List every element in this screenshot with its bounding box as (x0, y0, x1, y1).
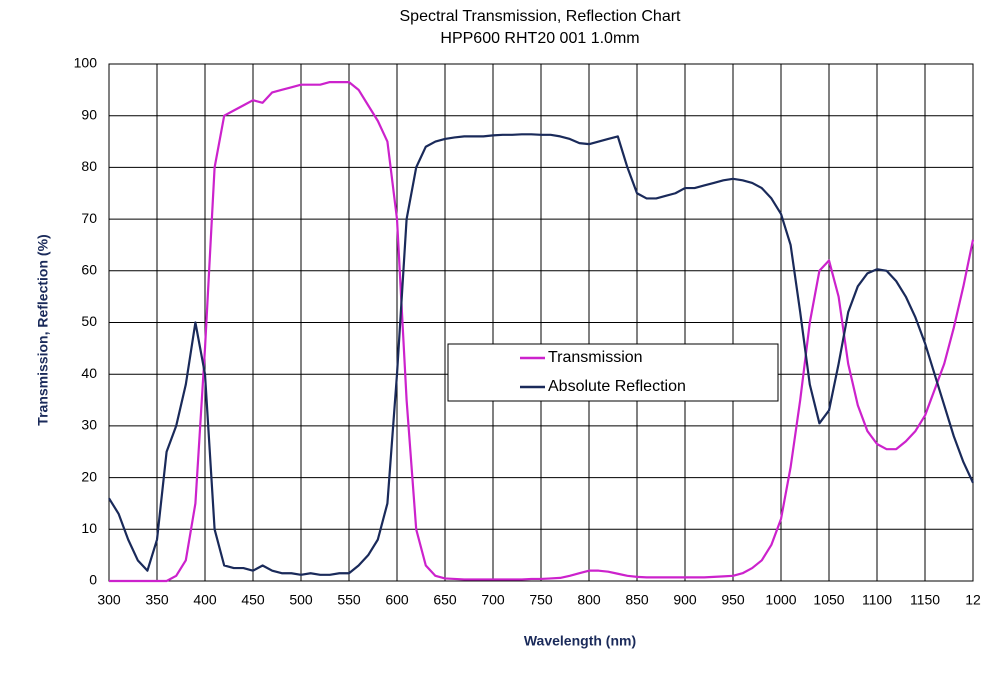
y-tick-label: 10 (81, 520, 97, 536)
y-tick-label: 30 (81, 417, 97, 433)
x-tick-label: 650 (433, 592, 457, 608)
x-tick-label: 750 (529, 592, 553, 608)
x-tick-label: 550 (337, 592, 361, 608)
x-tick-label: 1050 (813, 592, 844, 608)
x-tick-label: 400 (193, 592, 217, 608)
plot-border (108, 63, 974, 582)
y-tick-label: 50 (81, 313, 97, 329)
y-tick-label: 100 (74, 55, 98, 71)
y-tick-label: 70 (81, 210, 97, 226)
x-tick-label: 450 (241, 592, 265, 608)
y-tick-label: 40 (81, 365, 97, 381)
x-axis-label: Wavelength (nm) (524, 633, 636, 649)
chart-subtitle: HPP600 RHT20 001 1.0mm (440, 30, 639, 47)
series-line (109, 80, 975, 583)
chart-title: Spectral Transmission, Reflection Chart (400, 8, 682, 25)
x-tick-label: 850 (625, 592, 649, 608)
y-tick-label: 60 (81, 262, 97, 278)
legend-box (447, 343, 779, 402)
legend-label: Absolute Reflection (548, 378, 686, 395)
x-tick-label: 1000 (765, 592, 796, 608)
x-tick-label: 1150 (910, 592, 940, 608)
legend-label: Transmission (548, 349, 643, 366)
x-tick-label: 800 (577, 592, 601, 608)
y-tick-label: 0 (89, 572, 97, 588)
x-tick-label: 1100 (862, 592, 892, 608)
x-tick-label: 950 (721, 592, 745, 608)
x-tick-label: 12 (965, 592, 981, 608)
y-tick-label: 20 (81, 468, 97, 484)
y-tick-label: 80 (81, 158, 97, 174)
series-line (108, 133, 974, 576)
y-tick-label: 90 (81, 106, 97, 122)
x-tick-label: 350 (145, 592, 169, 608)
y-axis-label: Transmission, Reflection (%) (35, 234, 51, 425)
x-tick-label: 900 (673, 592, 697, 608)
x-tick-label: 300 (97, 592, 121, 608)
x-tick-label: 600 (385, 592, 409, 608)
x-tick-label: 500 (289, 592, 313, 608)
x-tick-label: 700 (481, 592, 505, 608)
